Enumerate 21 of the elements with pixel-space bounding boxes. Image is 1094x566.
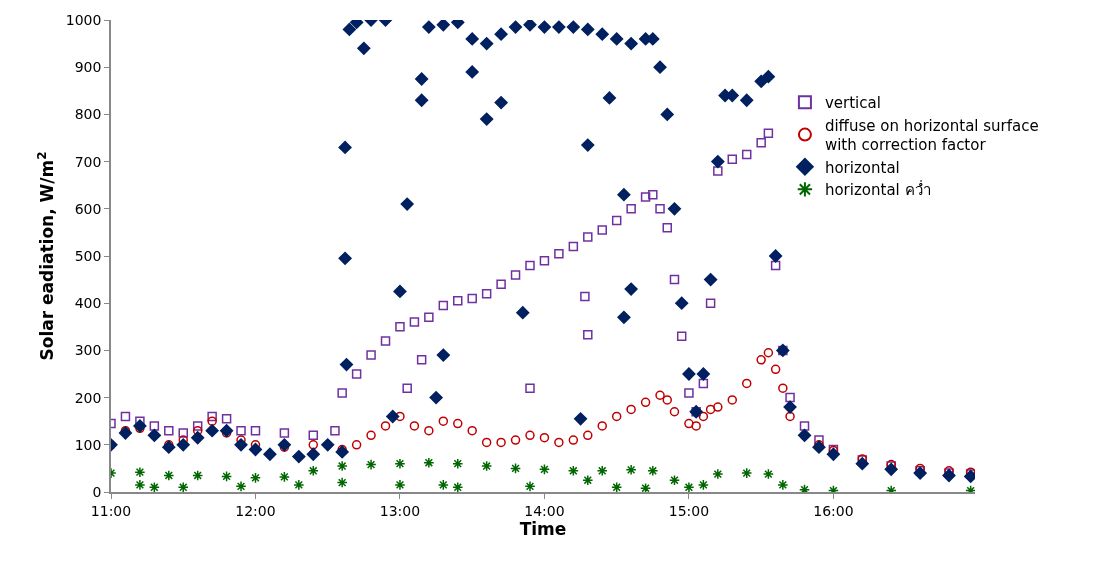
y-tick-label: 0 — [92, 483, 102, 500]
y-tick-label: 900 — [74, 59, 102, 76]
x-tick-label: 14:00 — [524, 502, 565, 519]
y-tick-label: 700 — [74, 153, 102, 170]
x-tick-label: 11:00 — [90, 502, 132, 519]
x-axis-title: Time — [519, 518, 567, 539]
legend-label: vertical — [824, 94, 881, 113]
y-tick-label: 400 — [74, 295, 102, 312]
y-tick-label: 300 — [74, 342, 102, 359]
legend-label: horizontal คว่ำ — [824, 179, 931, 200]
x-tick-label: 13:00 — [379, 502, 421, 519]
x-tick-label: 16:00 — [813, 502, 854, 519]
y-tick-label: 200 — [74, 389, 102, 406]
legend-label: horizontal — [824, 158, 900, 177]
y-tick-label: 800 — [74, 106, 102, 123]
y-tick-label: 500 — [74, 247, 102, 264]
x-tick-label: 12:00 — [235, 502, 276, 519]
x-tick-label: 15:00 — [668, 502, 710, 519]
y-tick-label: 600 — [74, 200, 102, 217]
y-tick-label: 1000 — [65, 11, 102, 28]
y-tick-label: 100 — [74, 436, 102, 453]
